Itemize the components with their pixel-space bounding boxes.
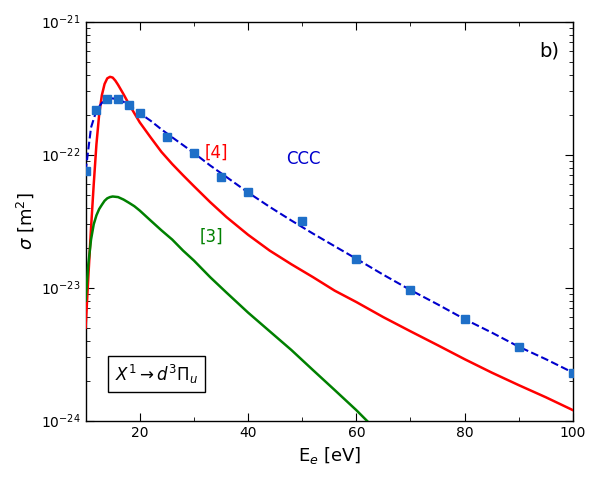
- Text: $X^1\rightarrow d^3\Pi_u$: $X^1\rightarrow d^3\Pi_u$: [115, 363, 198, 386]
- Text: [3]: [3]: [199, 228, 223, 246]
- Y-axis label: $\sigma$ [m$^2$]: $\sigma$ [m$^2$]: [14, 192, 35, 250]
- Text: CCC: CCC: [286, 150, 320, 168]
- Text: b): b): [539, 42, 559, 60]
- Text: [4]: [4]: [205, 144, 228, 162]
- X-axis label: E$_e$ [eV]: E$_e$ [eV]: [298, 445, 361, 466]
